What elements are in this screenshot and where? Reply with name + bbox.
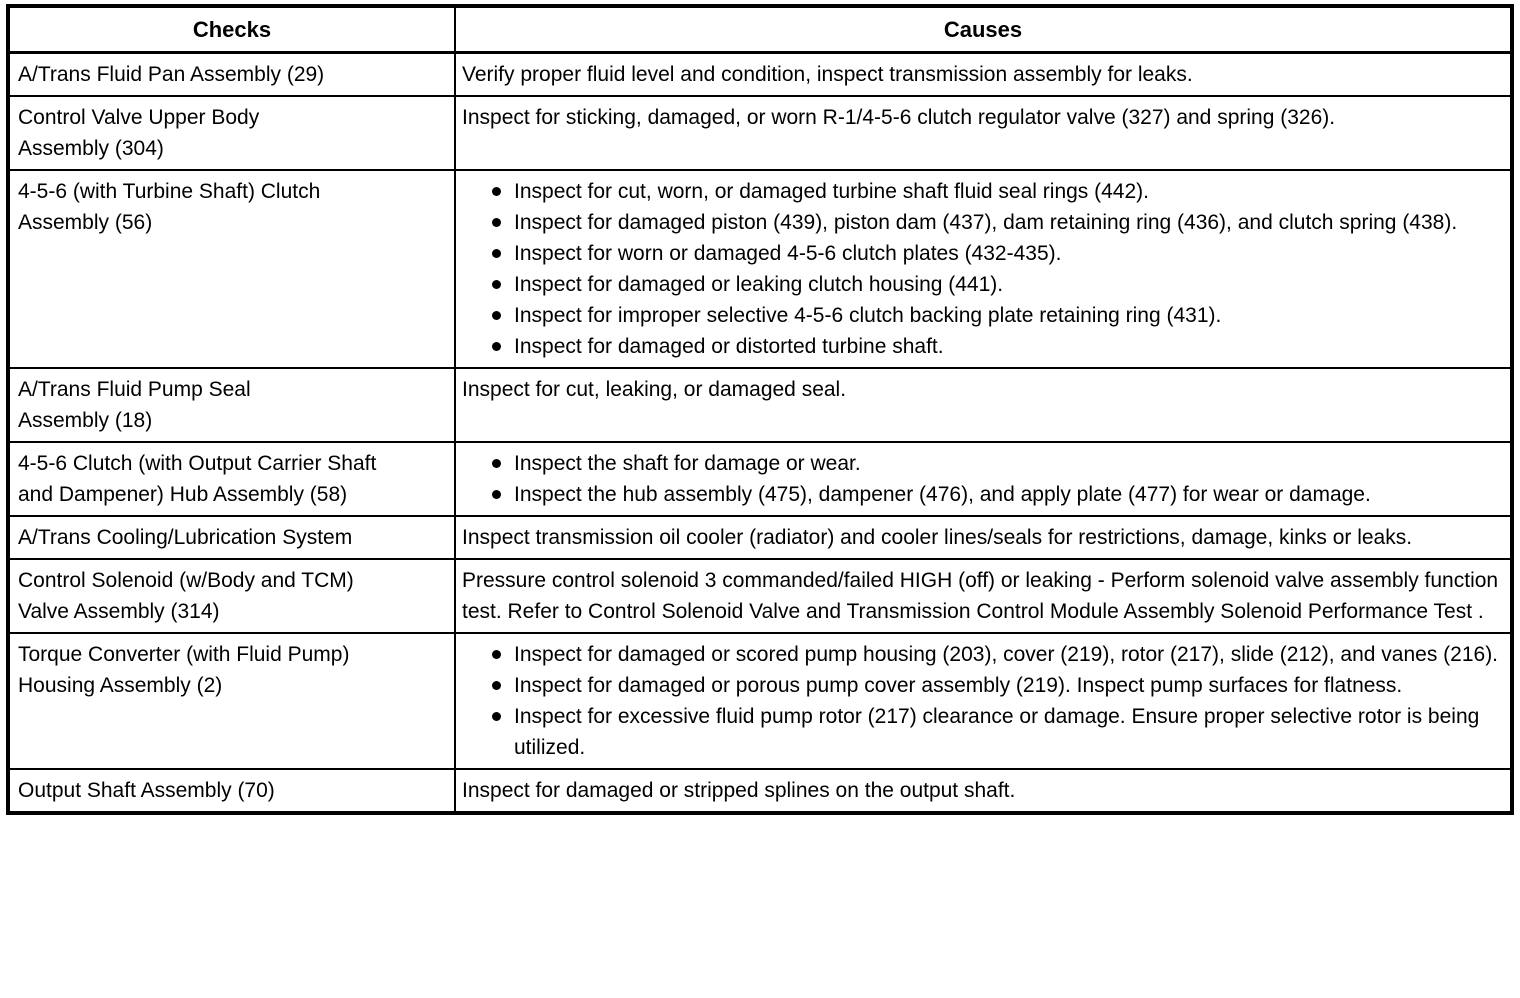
- causes-cell: Verify proper fluid level and condition,…: [454, 51, 1513, 97]
- cause-item: Inspect for damaged or porous pump cover…: [462, 670, 1500, 701]
- causes-cell: Inspect transmission oil cooler (radiato…: [454, 515, 1513, 560]
- check-cell: A/Trans Cooling/Lubrication System: [7, 515, 456, 560]
- check-cell: Output Shaft Assembly (70): [7, 768, 456, 814]
- causes-bullet-list: Inspect the shaft for damage or wear. Ins…: [462, 448, 1500, 510]
- table-row: A/Trans Cooling/Lubrication System Inspec…: [7, 515, 1513, 560]
- table-row: Control Valve Upper Body Assembly (304) I…: [7, 95, 1513, 171]
- causes-cell: Inspect for damaged or stripped splines …: [454, 768, 1513, 814]
- causes-bullet-list: Inspect for cut, worn, or damaged turbin…: [462, 176, 1500, 362]
- cause-item: Inspect for improper selective 4-5-6 clu…: [462, 300, 1500, 331]
- check-cell: A/Trans Fluid Pump Seal Assembly (18): [7, 367, 456, 443]
- cause-item: Inspect for worn or damaged 4-5-6 clutch…: [462, 238, 1500, 269]
- cause-text: Inspect for damaged or stripped splines …: [462, 779, 1016, 802]
- cause-item: Inspect the hub assembly (475), dampener…: [462, 479, 1500, 510]
- table-row: 4-5-6 (with Turbine Shaft) Clutch Assemb…: [7, 169, 1513, 369]
- cause-item: Inspect for excessive fluid pump rotor (…: [462, 701, 1500, 763]
- cause-item: Inspect the shaft for damage or wear.: [462, 448, 1500, 479]
- table-body: A/Trans Fluid Pan Assembly (29) Verify pr…: [7, 51, 1513, 814]
- check-cell: 4-5-6 Clutch (with Output Carrier Shaft …: [7, 441, 456, 517]
- check-cell: 4-5-6 (with Turbine Shaft) Clutch Assemb…: [7, 169, 456, 369]
- cause-item: Inspect for damaged piston (439), piston…: [462, 207, 1500, 238]
- causes-bullet-list: Inspect for damaged or scored pump housi…: [462, 639, 1500, 763]
- check-cell: Torque Converter (with Fluid Pump) Housi…: [7, 632, 456, 770]
- cause-item: Inspect for damaged or distorted turbine…: [462, 331, 1500, 362]
- causes-cell: Inspect for cut, leaking, or damaged sea…: [454, 367, 1513, 443]
- cause-text: Inspect transmission oil cooler (radiato…: [462, 526, 1413, 549]
- check-cell: Control Valve Upper Body Assembly (304): [7, 95, 456, 171]
- cause-text: Inspect for sticking, damaged, or worn R…: [462, 106, 1336, 129]
- table-row: Torque Converter (with Fluid Pump) Housi…: [7, 632, 1513, 770]
- check-cell: Control Solenoid (w/Body and TCM) Valve …: [7, 558, 456, 634]
- causes-cell: Inspect for damaged or scored pump housi…: [454, 632, 1513, 770]
- cause-text: Pressure control solenoid 3 commanded/fa…: [462, 569, 1499, 623]
- table-row: Control Solenoid (w/Body and TCM) Valve …: [7, 558, 1513, 634]
- cause-item: Inspect for damaged or scored pump housi…: [462, 639, 1500, 670]
- causes-cell: Pressure control solenoid 3 commanded/fa…: [454, 558, 1513, 634]
- table-row: 4-5-6 Clutch (with Output Carrier Shaft …: [7, 441, 1513, 517]
- cause-text: Verify proper fluid level and condition,…: [462, 63, 1193, 86]
- table-row: A/Trans Fluid Pan Assembly (29) Verify pr…: [7, 51, 1513, 97]
- causes-cell: Inspect the shaft for damage or wear. Ins…: [454, 441, 1513, 517]
- column-header-causes: Causes: [454, 5, 1513, 54]
- causes-cell: Inspect for cut, worn, or damaged turbin…: [454, 169, 1513, 369]
- cause-item: Inspect for cut, worn, or damaged turbin…: [462, 176, 1500, 207]
- cause-text: Inspect for cut, leaking, or damaged sea…: [462, 378, 847, 401]
- table-header-row: Checks Causes: [7, 5, 1513, 54]
- check-cell: A/Trans Fluid Pan Assembly (29): [7, 51, 456, 97]
- column-header-checks: Checks: [7, 5, 456, 54]
- table-row: A/Trans Fluid Pump Seal Assembly (18) Ins…: [7, 367, 1513, 443]
- table-row: Output Shaft Assembly (70) Inspect for da…: [7, 768, 1513, 814]
- causes-cell: Inspect for sticking, damaged, or worn R…: [454, 95, 1513, 171]
- checks-causes-table: Checks Causes A/Trans Fluid Pan Assembly…: [6, 4, 1514, 815]
- cause-item: Inspect for damaged or leaking clutch ho…: [462, 269, 1500, 300]
